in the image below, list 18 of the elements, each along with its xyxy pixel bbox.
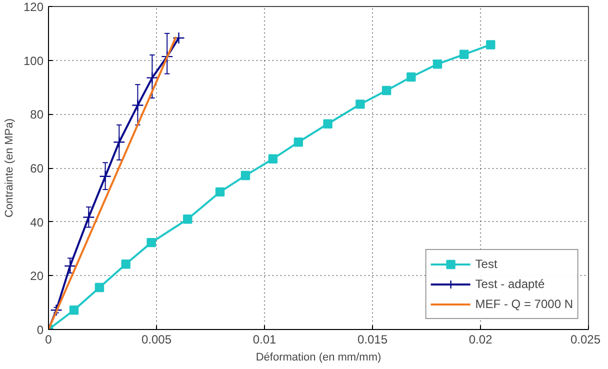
- legend-label: MEF - Q = 7000 N: [475, 297, 573, 311]
- x-tick-label: 0.02: [468, 332, 493, 346]
- x-tick-label: 0: [45, 332, 52, 346]
- x-tick-label: 0.01: [252, 332, 277, 346]
- y-axis-title: Contrainte (en MPa): [3, 118, 16, 218]
- y-tick-label: 40: [30, 215, 44, 230]
- y-tick-label: 60: [30, 162, 44, 176]
- legend-label: Test: [475, 257, 498, 271]
- x-tick-label: 0.015: [357, 332, 388, 346]
- y-tick-label: 80: [30, 108, 44, 122]
- x-axis-title: Déformation (en mm/mm): [256, 352, 382, 364]
- y-tick-label: 120: [23, 0, 44, 14]
- x-tick-label: 0.025: [570, 332, 601, 346]
- x-tick-label: 0.005: [141, 332, 172, 346]
- y-tick-label: 100: [23, 54, 44, 68]
- y-tick-label: 20: [30, 269, 44, 284]
- y-tick-label: 0: [36, 323, 44, 337]
- legend-label: Test - adapté: [475, 277, 545, 291]
